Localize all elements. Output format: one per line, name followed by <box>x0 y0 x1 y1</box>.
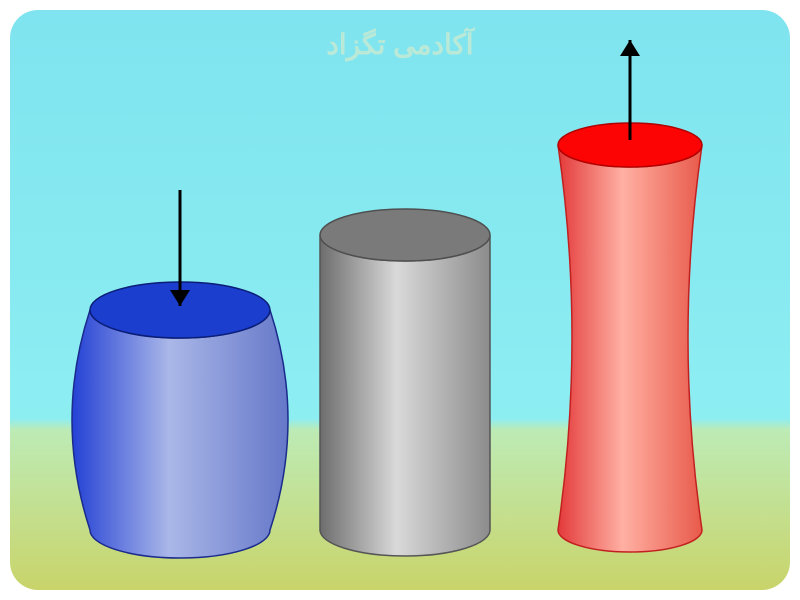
cylinder-body-stretched <box>558 145 702 552</box>
diagram-svg <box>10 10 790 590</box>
cylinder-body-compressed <box>72 310 288 558</box>
cylinder-body-neutral <box>320 235 490 556</box>
cylinder-top-neutral <box>320 209 490 261</box>
watermark-text: آکادمی تگزاد <box>326 28 473 61</box>
diagram-canvas: آکادمی تگزاد <box>10 10 790 590</box>
